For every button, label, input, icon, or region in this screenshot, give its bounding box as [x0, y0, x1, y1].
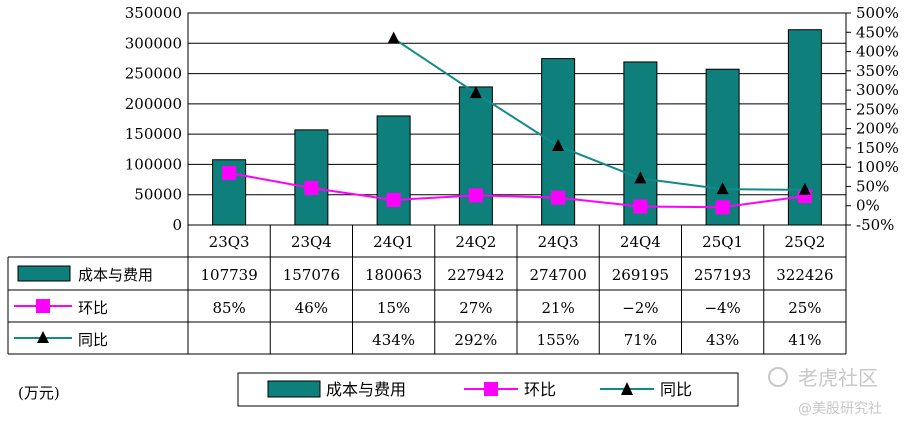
category-label: 24Q1: [373, 233, 414, 251]
legend-bar-swatch: [267, 380, 321, 398]
table-value: 27%: [459, 299, 492, 317]
y-right-tick-label: 250%: [856, 100, 899, 118]
tiger-logo-icon: [768, 367, 788, 387]
table-value: 155%: [537, 331, 580, 349]
point-marker: [716, 182, 729, 195]
watermark-brand: 老虎社区: [798, 366, 878, 390]
category-label: 24Q3: [538, 233, 579, 251]
y-right-tick-label: 400%: [856, 43, 899, 61]
table-value: 71%: [624, 331, 657, 349]
table-value: 85%: [212, 299, 245, 317]
y-right-tick-label: 350%: [856, 62, 899, 80]
row-label: 成本与费用: [78, 266, 153, 284]
table-value: 41%: [788, 331, 821, 349]
y-right-tick-label: 300%: [856, 81, 899, 99]
y-left-tick-label: 0: [172, 216, 182, 234]
point-marker: [633, 199, 648, 214]
y-left-tick-label: 50000: [134, 186, 182, 204]
data-table: 23Q3 23Q4 24Q1 24Q2 24Q3 24Q4 25Q1 25Q2 成本与费用环比同…: [7, 225, 847, 355]
point-marker: [222, 165, 237, 180]
category-label: 24Q2: [455, 233, 496, 251]
legend-mom-label: 环比: [524, 380, 556, 399]
y-right-tick-label: 450%: [856, 23, 899, 41]
table-value: 43%: [706, 331, 739, 349]
table-value: 107739: [200, 266, 257, 284]
category-label: 23Q3: [209, 233, 250, 251]
y-left-tick-label: 150000: [125, 125, 182, 143]
table-value: 21%: [541, 299, 574, 317]
y-right-tick-label: 200%: [856, 120, 899, 138]
y-right-tick-label: -50%: [856, 216, 894, 234]
legend-mom-marker: [484, 382, 498, 396]
watermark: 老虎社区 @美股研究社: [768, 366, 882, 417]
y-left-tick-label: 300000: [125, 34, 182, 52]
series-line: [228, 171, 806, 209]
y-left-tick-label: 200000: [125, 95, 182, 113]
table-value: 269195: [612, 266, 669, 284]
row-label: 环比: [78, 299, 108, 317]
table-value: 15%: [377, 299, 410, 317]
y-right-tick-label: 100%: [856, 158, 899, 176]
bar: [623, 61, 658, 226]
table-value: 227942: [447, 266, 504, 284]
y-right-tick-label: 150%: [856, 139, 899, 157]
point-marker: [469, 86, 482, 99]
table-value: 322426: [776, 266, 833, 284]
point-marker: [386, 192, 401, 207]
table-value: 274700: [529, 266, 586, 284]
legend: 成本与费用 环比 同比: [237, 372, 739, 407]
series-line: [393, 37, 805, 191]
y-right-tick-label: 0%: [856, 197, 880, 215]
point-marker: [715, 200, 730, 215]
point-marker: [552, 138, 565, 151]
watermark-sub: @美股研究社: [798, 401, 882, 417]
y-right-tick-label: 500%: [856, 4, 899, 22]
y-left-tick-label: 100000: [125, 155, 182, 173]
line-series: [222, 31, 812, 215]
category-label: 24Q4: [620, 233, 661, 251]
table-value: 180063: [365, 266, 422, 284]
unit-label: (万元): [18, 384, 60, 402]
y-left-tick-label: 350000: [125, 4, 182, 22]
table-value: 46%: [295, 299, 328, 317]
point-marker: [634, 171, 647, 184]
point-marker: [798, 182, 811, 195]
table-value: 157076: [283, 266, 340, 284]
row-key-marker: [36, 299, 50, 313]
legend-bar-label: 成本与费用: [326, 380, 406, 399]
table-value: 25%: [788, 299, 821, 317]
category-label: 23Q4: [291, 233, 332, 251]
table-value: −4%: [704, 299, 740, 317]
table-value: 292%: [454, 331, 497, 349]
left-axis-ticks: 0 50000 100000 150000 200000 250000 300000 3500…: [125, 4, 182, 234]
bar: [294, 129, 329, 226]
row-key-marker: [37, 331, 49, 343]
bar: [376, 115, 411, 226]
bar: [705, 68, 740, 226]
point-marker: [387, 31, 400, 44]
y-left-tick-label: 250000: [125, 65, 182, 83]
y-right-tick-label: 50%: [856, 177, 889, 195]
point-marker: [304, 180, 319, 195]
row-label: 同比: [78, 331, 108, 349]
bar: [458, 86, 493, 226]
table-value: −2%: [622, 299, 658, 317]
point-marker: [468, 188, 483, 203]
table-value: 257193: [694, 266, 751, 284]
point-marker: [551, 190, 566, 205]
category-label: 25Q2: [784, 233, 825, 251]
row-key-bar: [17, 265, 71, 282]
table-value: 434%: [372, 331, 415, 349]
category-label: 25Q1: [702, 233, 743, 251]
legend-yoy-label: 同比: [660, 380, 692, 399]
legend-yoy-marker: [621, 382, 633, 395]
right-axis-ticks: -50%0% 50%100%150%200% 250%300%350%400% 450…: [846, 4, 899, 234]
